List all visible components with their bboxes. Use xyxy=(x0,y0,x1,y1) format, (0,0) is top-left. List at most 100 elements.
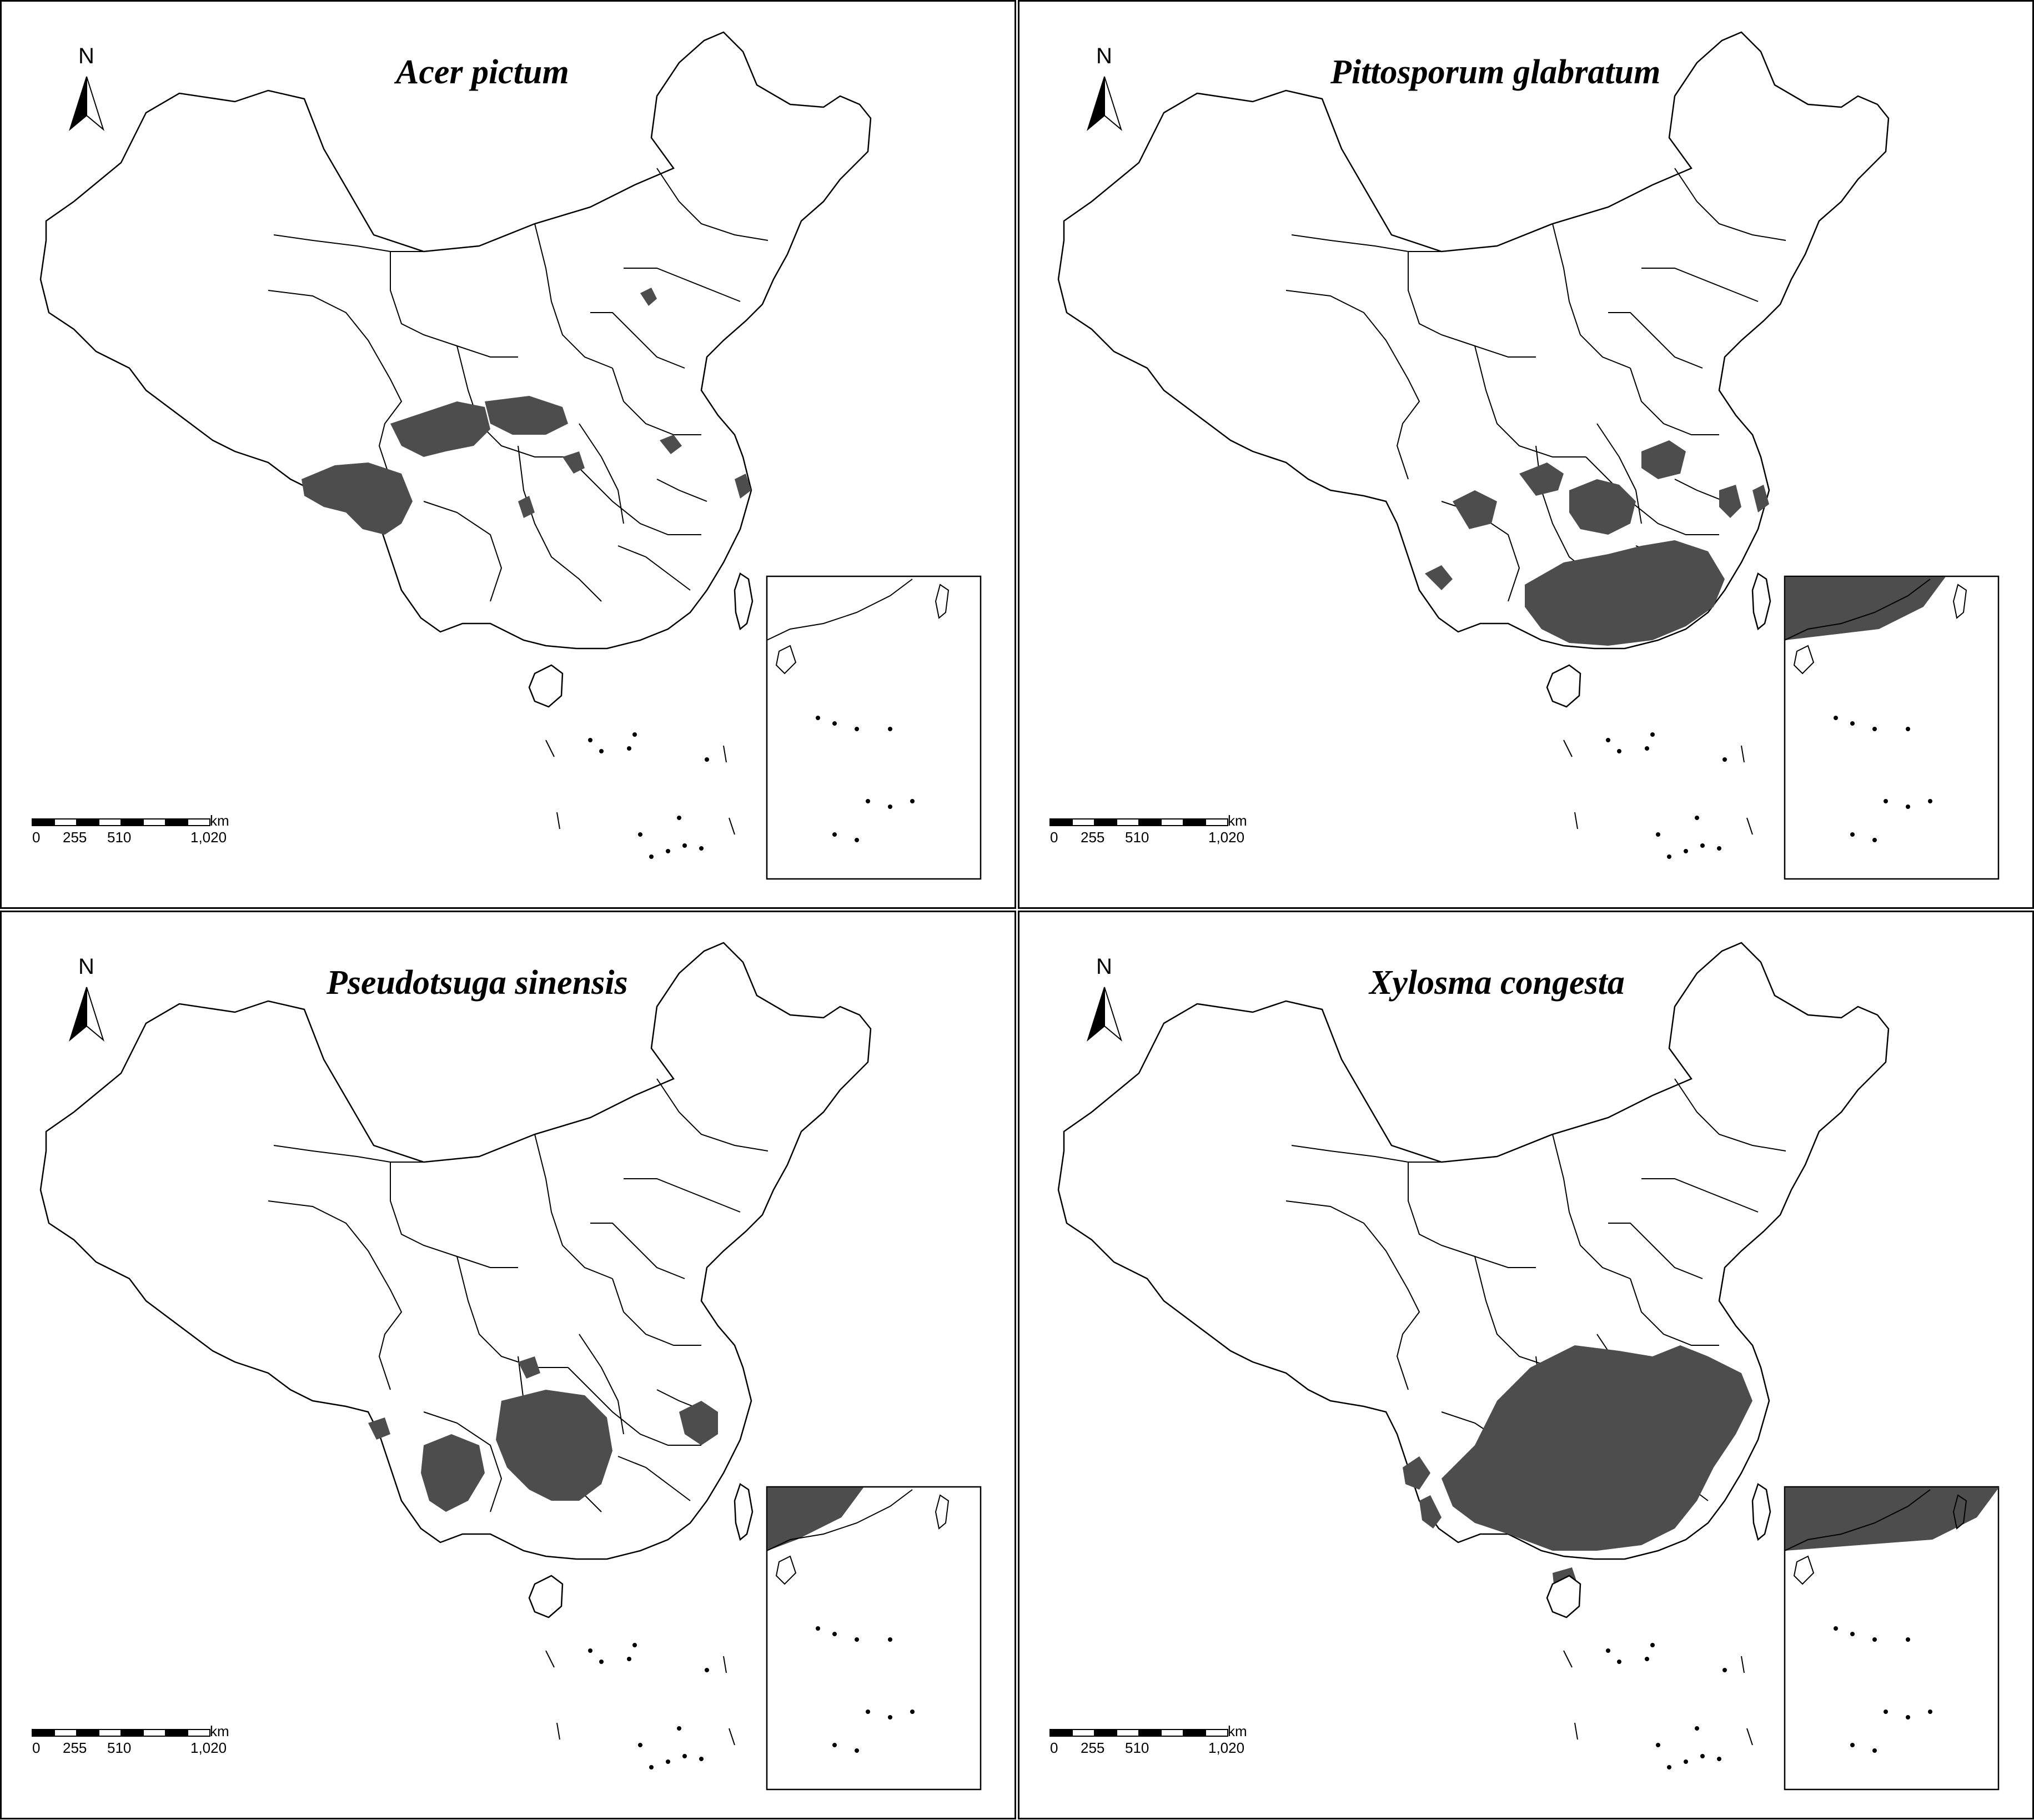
province-border xyxy=(567,456,701,535)
boundary-dash xyxy=(1741,1656,1745,1673)
island-dot xyxy=(1606,1648,1610,1653)
island-dot xyxy=(666,849,670,853)
island-dot xyxy=(1667,854,1671,859)
province-border xyxy=(534,1134,613,1279)
north-arrow-icon xyxy=(86,987,104,1042)
scale-bar-segment xyxy=(1205,818,1228,826)
hainan-island xyxy=(1546,1575,1581,1618)
distribution-area xyxy=(679,1401,718,1445)
inset-island-dot xyxy=(816,1626,820,1631)
scale-label-0: 0 xyxy=(1050,1739,1058,1756)
island-dot xyxy=(588,1648,592,1653)
province-border xyxy=(1408,252,1536,358)
china-map xyxy=(32,31,982,880)
inset-island-dot xyxy=(1872,1637,1877,1642)
taiwan-island xyxy=(734,1483,754,1541)
inset-taiwan xyxy=(935,1494,950,1530)
taiwan-island xyxy=(1751,1483,1771,1541)
province-border xyxy=(1608,1223,1703,1279)
boundary-dash xyxy=(723,745,727,763)
distribution-area xyxy=(1641,440,1686,479)
inset-island-dot xyxy=(816,716,820,720)
north-arrow-icon xyxy=(69,987,87,1042)
distribution-area xyxy=(1453,490,1497,529)
province-border xyxy=(534,223,613,369)
inset-island-dot xyxy=(1872,1748,1877,1753)
island-dot xyxy=(1722,1668,1727,1672)
distribution-area xyxy=(302,462,413,535)
province-border xyxy=(1674,479,1725,502)
distribution-area xyxy=(518,1356,540,1379)
scale-bar-segment xyxy=(165,1729,188,1737)
inset-island-dot xyxy=(855,727,859,731)
scale-bar-segment xyxy=(54,1729,77,1737)
island-dot xyxy=(632,1643,637,1647)
north-arrow-icon xyxy=(1104,76,1122,131)
province-border xyxy=(268,1200,403,1390)
distribution-area xyxy=(1752,485,1769,512)
scale-label-1020: 1,020 xyxy=(1208,1739,1245,1756)
hainan-island xyxy=(528,664,564,708)
distribution-area xyxy=(485,396,568,435)
inset-island-dot xyxy=(888,727,892,731)
province-border xyxy=(390,252,518,358)
north-arrow-icon xyxy=(86,76,104,131)
inset-island-dot xyxy=(866,799,870,803)
scale-unit-label: km xyxy=(1228,812,1247,829)
province-border xyxy=(590,312,685,369)
province-border xyxy=(1641,268,1759,302)
scale-unit-label: km xyxy=(210,812,229,829)
province-border xyxy=(1474,345,1586,457)
province-border xyxy=(612,1278,701,1346)
inset-distribution-area xyxy=(767,1487,864,1551)
inset-hainan xyxy=(1793,1555,1815,1585)
distribution-area xyxy=(496,1390,612,1501)
boundary-dash xyxy=(1574,1722,1578,1740)
scale-unit-label: km xyxy=(210,1723,229,1739)
boundary-dash xyxy=(1574,812,1578,829)
inset-island-dot xyxy=(855,1637,859,1642)
province-border xyxy=(1674,168,1786,241)
distribution-area xyxy=(1519,462,1564,496)
species-title: Acer pictum xyxy=(396,53,569,91)
inset-coastline xyxy=(766,579,913,641)
scale-label-0: 0 xyxy=(32,1739,41,1756)
province-border xyxy=(1641,1178,1759,1213)
inset-island-dot xyxy=(1928,799,1932,803)
scale-bar-segment xyxy=(98,1729,122,1737)
inset-island-dot xyxy=(888,805,892,809)
province-border xyxy=(423,1411,503,1512)
boundary-dash xyxy=(545,740,555,757)
scale-bar-segment xyxy=(1094,818,1117,826)
island-dot xyxy=(1695,816,1699,820)
province-border xyxy=(1285,290,1420,480)
species-title: Pseudotsuga sinensis xyxy=(327,964,628,1002)
island-dot xyxy=(705,1668,709,1672)
province-border xyxy=(1285,1200,1420,1390)
boundary-dash xyxy=(1741,745,1745,763)
scale-unit-label: km xyxy=(1228,1723,1247,1739)
province-border xyxy=(518,445,602,602)
north-arrow-icon xyxy=(1087,76,1105,131)
province-border xyxy=(656,479,707,502)
island-dot xyxy=(677,1726,681,1731)
scale-bar-segment xyxy=(187,1729,210,1737)
scale-label-1020: 1,020 xyxy=(190,829,227,846)
province-border xyxy=(656,168,769,241)
distribution-area xyxy=(1419,1495,1442,1529)
distribution-area xyxy=(1403,1456,1430,1490)
province-border xyxy=(1585,456,1719,535)
scale-bar-segment xyxy=(1116,1729,1139,1737)
province-border xyxy=(1408,1162,1536,1268)
island-dot xyxy=(599,1660,604,1664)
island-dot xyxy=(1617,749,1621,753)
china-outline xyxy=(1057,31,1890,650)
scale-bar-segment xyxy=(1183,1729,1206,1737)
distribution-area xyxy=(1425,565,1453,590)
distribution-area xyxy=(1569,479,1636,535)
inset-coastline xyxy=(1784,579,1931,641)
scale-label-510: 510 xyxy=(1125,1739,1149,1756)
hainan-island xyxy=(1546,664,1581,708)
province-border xyxy=(1291,234,1442,252)
